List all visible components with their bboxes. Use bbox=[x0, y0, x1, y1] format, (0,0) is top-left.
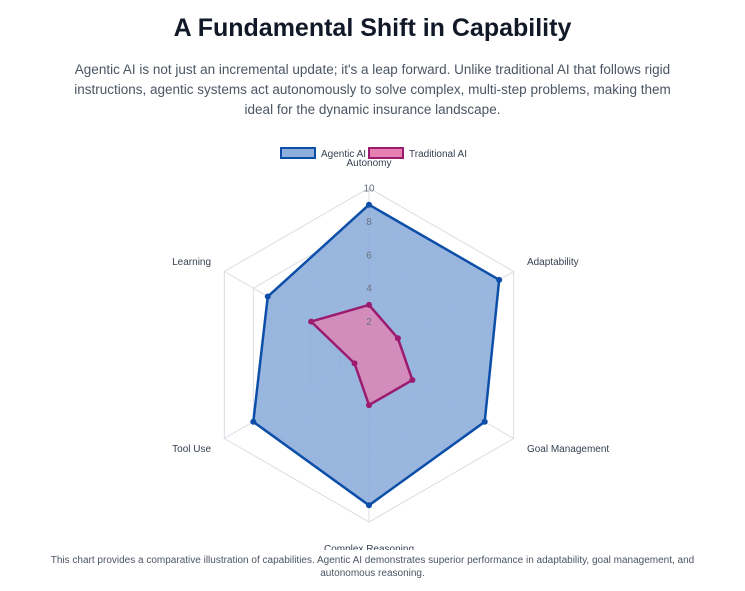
category-label-2: Goal Management bbox=[527, 444, 609, 455]
data-point-s1-0[interactable] bbox=[366, 301, 372, 308]
tick-label-4: 4 bbox=[366, 284, 372, 295]
radar-chart-svg: 2 4 6 8 10 Autonomy Adaptability Goal Managemen… bbox=[172, 147, 609, 555]
data-point-s1-4[interactable] bbox=[351, 360, 358, 367]
category-label-5: Learning bbox=[172, 257, 211, 268]
tick-label-8: 8 bbox=[366, 217, 372, 228]
data-point-s0-1[interactable] bbox=[496, 276, 503, 283]
category-label-0: Autonomy bbox=[346, 158, 391, 169]
tick-label-6: 6 bbox=[366, 250, 372, 261]
legend-label-0[interactable]: Agentic AI bbox=[321, 149, 366, 160]
category-label-1: Adaptability bbox=[527, 257, 579, 268]
legend-label-1[interactable]: Traditional AI bbox=[409, 149, 467, 160]
data-point-s1-3[interactable] bbox=[366, 402, 372, 409]
data-point-s0-3[interactable] bbox=[366, 502, 372, 509]
legend-swatch-0[interactable] bbox=[280, 147, 316, 159]
category-label-3: Complex Reasoning bbox=[324, 544, 414, 550]
category-label-4: Tool Use bbox=[172, 444, 211, 455]
tick-label-2: 2 bbox=[366, 317, 372, 328]
data-point-s1-5[interactable] bbox=[308, 318, 315, 325]
data-point-s1-2[interactable] bbox=[409, 377, 416, 384]
data-point-s0-2[interactable] bbox=[481, 418, 488, 425]
data-point-s0-0[interactable] bbox=[366, 201, 372, 208]
chart-caption: This chart provides a comparative illust… bbox=[50, 555, 695, 579]
data-point-s0-4[interactable] bbox=[250, 418, 257, 425]
data-point-s0-5[interactable] bbox=[264, 293, 271, 300]
page-subtitle: Agentic AI is not just an incremental up… bbox=[74, 62, 671, 117]
radar-chart: 2 4 6 8 10 Autonomy Adaptability Goal Managemen… bbox=[0, 140, 745, 555]
page-title: A Fundamental Shift in Capability bbox=[173, 14, 572, 42]
data-point-s1-1[interactable] bbox=[394, 335, 401, 342]
legend-swatch-1[interactable] bbox=[368, 147, 404, 159]
tick-label-10: 10 bbox=[363, 184, 375, 195]
